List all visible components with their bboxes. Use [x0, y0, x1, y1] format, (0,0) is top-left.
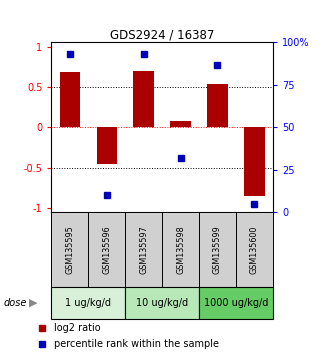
Text: GSM135595: GSM135595	[65, 225, 74, 274]
Text: GSM135599: GSM135599	[213, 225, 222, 274]
Text: GSM135598: GSM135598	[176, 225, 185, 274]
Text: log2 ratio: log2 ratio	[54, 323, 101, 333]
Bar	[170, 121, 191, 127]
Title: GDS2924 / 16387: GDS2924 / 16387	[110, 28, 214, 41]
Bar	[134, 71, 154, 127]
Bar	[51, 287, 125, 319]
Bar	[60, 73, 80, 127]
Bar	[244, 127, 265, 196]
Text: 1000 ug/kg/d: 1000 ug/kg/d	[204, 298, 268, 308]
Bar	[125, 287, 199, 319]
Text: GSM135600: GSM135600	[250, 225, 259, 274]
Text: 10 ug/kg/d: 10 ug/kg/d	[136, 298, 188, 308]
Bar	[199, 287, 273, 319]
Text: percentile rank within the sample: percentile rank within the sample	[54, 339, 219, 349]
Text: GSM135597: GSM135597	[139, 225, 148, 274]
Bar	[207, 84, 228, 127]
Text: GSM135596: GSM135596	[102, 225, 111, 274]
Text: dose: dose	[3, 298, 27, 308]
Text: 1 ug/kg/d: 1 ug/kg/d	[65, 298, 111, 308]
Bar	[97, 127, 117, 164]
Text: ▶: ▶	[29, 298, 37, 308]
